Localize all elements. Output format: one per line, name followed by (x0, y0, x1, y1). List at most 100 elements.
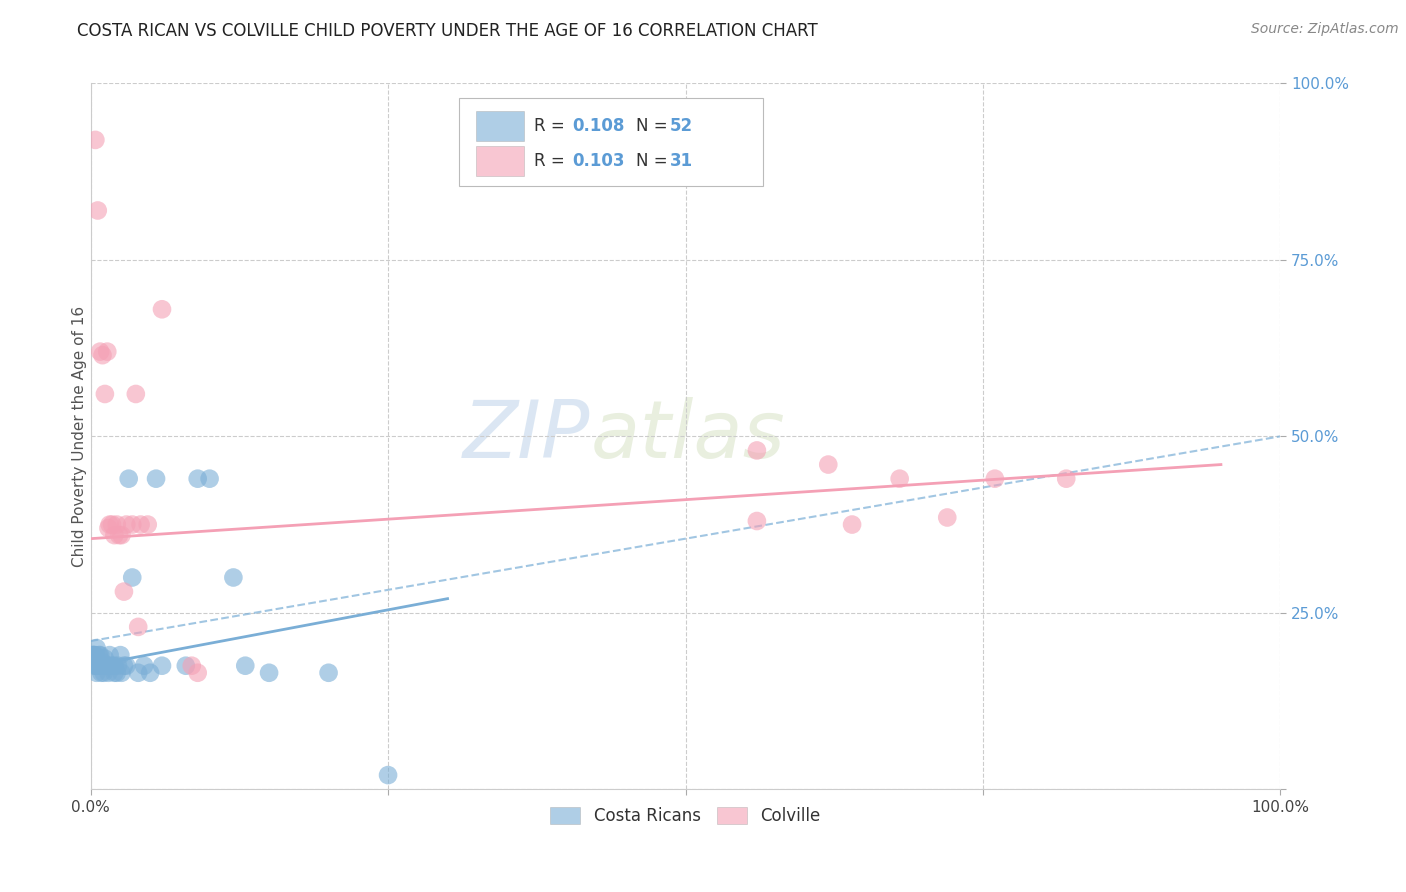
Text: 0.103: 0.103 (572, 152, 626, 170)
Text: R =: R = (534, 152, 571, 170)
Point (984, 472, 1007, 486)
Point (115, 658, 138, 673)
Point (889, 472, 911, 486)
Point (110, 665, 132, 680)
Point (129, 517, 152, 532)
Point (87, 658, 110, 673)
Point (257, 665, 280, 680)
Text: R =: R = (534, 117, 571, 135)
Point (180, 658, 202, 673)
Point (1054, 472, 1077, 486)
Point (112, 584, 135, 599)
Point (91, 655, 114, 669)
Legend: Costa Ricans, Colville: Costa Ricans, Colville (541, 799, 830, 834)
Point (87, 648, 110, 662)
Point (103, 665, 125, 680)
Point (108, 528, 131, 542)
Text: 52: 52 (671, 117, 693, 135)
Point (84, 655, 107, 669)
Point (127, 665, 149, 680)
Point (98, 517, 121, 532)
Point (83, 648, 105, 662)
FancyBboxPatch shape (460, 97, 763, 186)
Point (89, 648, 111, 662)
Point (82, 648, 104, 662)
Y-axis label: Child Poverty Under the Age of 16: Child Poverty Under the Age of 16 (72, 306, 87, 567)
Point (90, 658, 112, 673)
Point (127, 620, 149, 634)
Text: COSTA RICAN VS COLVILLE CHILD POVERTY UNDER THE AGE OF 16 CORRELATION CHART: COSTA RICAN VS COLVILLE CHILD POVERTY UN… (77, 22, 818, 40)
Point (91, 658, 114, 673)
Point (103, 658, 125, 673)
Point (118, 472, 141, 486)
Point (96, 344, 118, 359)
Point (91, 348, 114, 362)
Point (110, 648, 132, 662)
FancyBboxPatch shape (477, 146, 523, 176)
Point (83, 658, 105, 673)
Point (936, 510, 959, 524)
Point (318, 665, 340, 680)
Point (134, 658, 156, 673)
Point (94, 387, 117, 401)
Text: N =: N = (636, 117, 672, 135)
FancyBboxPatch shape (477, 111, 523, 141)
Point (115, 517, 138, 532)
Point (87, 203, 110, 218)
Point (89, 658, 111, 673)
Point (233, 658, 256, 673)
Point (198, 472, 221, 486)
Point (101, 658, 124, 673)
Point (745, 443, 768, 458)
Point (187, 665, 209, 680)
Point (187, 472, 209, 486)
Point (377, 768, 399, 782)
Text: atlas: atlas (591, 397, 785, 475)
Point (817, 458, 839, 472)
Point (139, 665, 162, 680)
Point (150, 302, 173, 317)
Point (97, 658, 120, 673)
Text: 31: 31 (671, 152, 693, 170)
Point (84, 648, 107, 662)
Point (745, 514, 768, 528)
Point (121, 517, 143, 532)
Point (103, 528, 125, 542)
Point (94, 658, 117, 673)
Text: ZIP: ZIP (463, 397, 591, 475)
Point (105, 665, 128, 680)
Point (86, 641, 108, 656)
Point (89, 344, 111, 359)
Point (112, 658, 135, 673)
Point (841, 517, 863, 532)
Text: Source: ZipAtlas.com: Source: ZipAtlas.com (1251, 22, 1399, 37)
Point (93, 658, 115, 673)
Point (174, 658, 197, 673)
Point (86, 658, 108, 673)
Point (87, 658, 110, 673)
Point (98, 648, 121, 662)
Point (222, 570, 245, 584)
Point (94, 651, 117, 665)
Point (145, 472, 167, 486)
Point (93, 665, 115, 680)
Text: N =: N = (636, 152, 672, 170)
Point (101, 517, 124, 532)
Point (105, 517, 128, 532)
Point (110, 528, 132, 542)
Text: 0.108: 0.108 (572, 117, 624, 135)
Point (86, 665, 108, 680)
Point (107, 658, 129, 673)
Point (84, 133, 107, 147)
Point (82, 648, 104, 662)
Point (125, 387, 148, 401)
Point (121, 570, 143, 584)
Point (90, 665, 112, 680)
Point (86, 658, 108, 673)
Point (97, 521, 120, 535)
Point (97, 665, 120, 680)
Point (87, 655, 110, 669)
Point (136, 517, 159, 532)
Point (82, 648, 104, 662)
Point (150, 658, 173, 673)
